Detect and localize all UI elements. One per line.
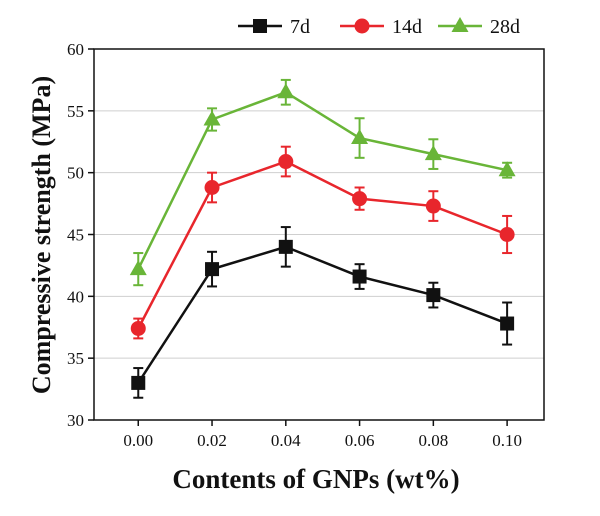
y-tick-label: 40 [67, 287, 84, 306]
grid-lines [94, 110, 544, 359]
data-point [424, 145, 442, 161]
legend-item-28d: 28d [438, 16, 520, 38]
x-tick-label: 0.04 [271, 431, 301, 450]
data-point [500, 316, 515, 331]
y-tick-label: 60 [67, 40, 84, 59]
legend-marker [253, 19, 267, 33]
series-28d [129, 78, 516, 287]
data-point [425, 198, 441, 214]
x-axis-title: Contents of GNPs (wt%) [172, 464, 459, 494]
data-point [278, 154, 294, 170]
data-point [131, 375, 146, 390]
series-line-14d [137, 160, 508, 330]
series-line-7d [137, 245, 508, 384]
y-tick-label: 50 [67, 164, 84, 183]
axes: 30 35 40 45 50 55 60 0.00 0.02 0.04 0.06 0.08 0.10 [67, 40, 545, 450]
series-layer [129, 78, 516, 399]
y-tick-label: 30 [67, 411, 84, 430]
data-point [351, 129, 369, 145]
x-tick-label: 0.08 [418, 431, 448, 450]
data-point [278, 239, 293, 254]
data-point [498, 161, 516, 177]
x-tick-label: 0.00 [123, 431, 153, 450]
data-point [352, 269, 367, 284]
x-tick-label: 0.02 [197, 431, 227, 450]
data-point [205, 262, 220, 277]
legend-marker [451, 17, 469, 32]
legend-label: 7d [290, 16, 310, 38]
data-point [499, 227, 515, 242]
data-point [129, 260, 147, 276]
y-tick-label: 35 [67, 349, 84, 368]
data-point [204, 180, 220, 196]
data-point [352, 191, 368, 207]
legend-marker [354, 18, 370, 34]
series-7d [131, 226, 515, 399]
series-14d [130, 145, 515, 340]
x-tick-label: 0.10 [492, 431, 522, 450]
legend-item-14d: 14d [340, 16, 422, 38]
data-point [277, 83, 295, 99]
data-point [130, 320, 146, 336]
legend: 7d 14d 28d [238, 16, 520, 38]
legend-item-7d: 7d [238, 16, 310, 38]
y-tick-label: 55 [67, 102, 84, 121]
data-point [203, 110, 221, 126]
y-axis-title: Compressive strength (MPa) [27, 76, 56, 394]
legend-label: 28d [490, 16, 520, 38]
y-tick-label: 45 [67, 226, 84, 245]
series-line-28d [137, 91, 508, 270]
data-point [426, 288, 441, 303]
legend-label: 14d [392, 16, 422, 38]
x-tick-label: 0.06 [345, 431, 375, 450]
